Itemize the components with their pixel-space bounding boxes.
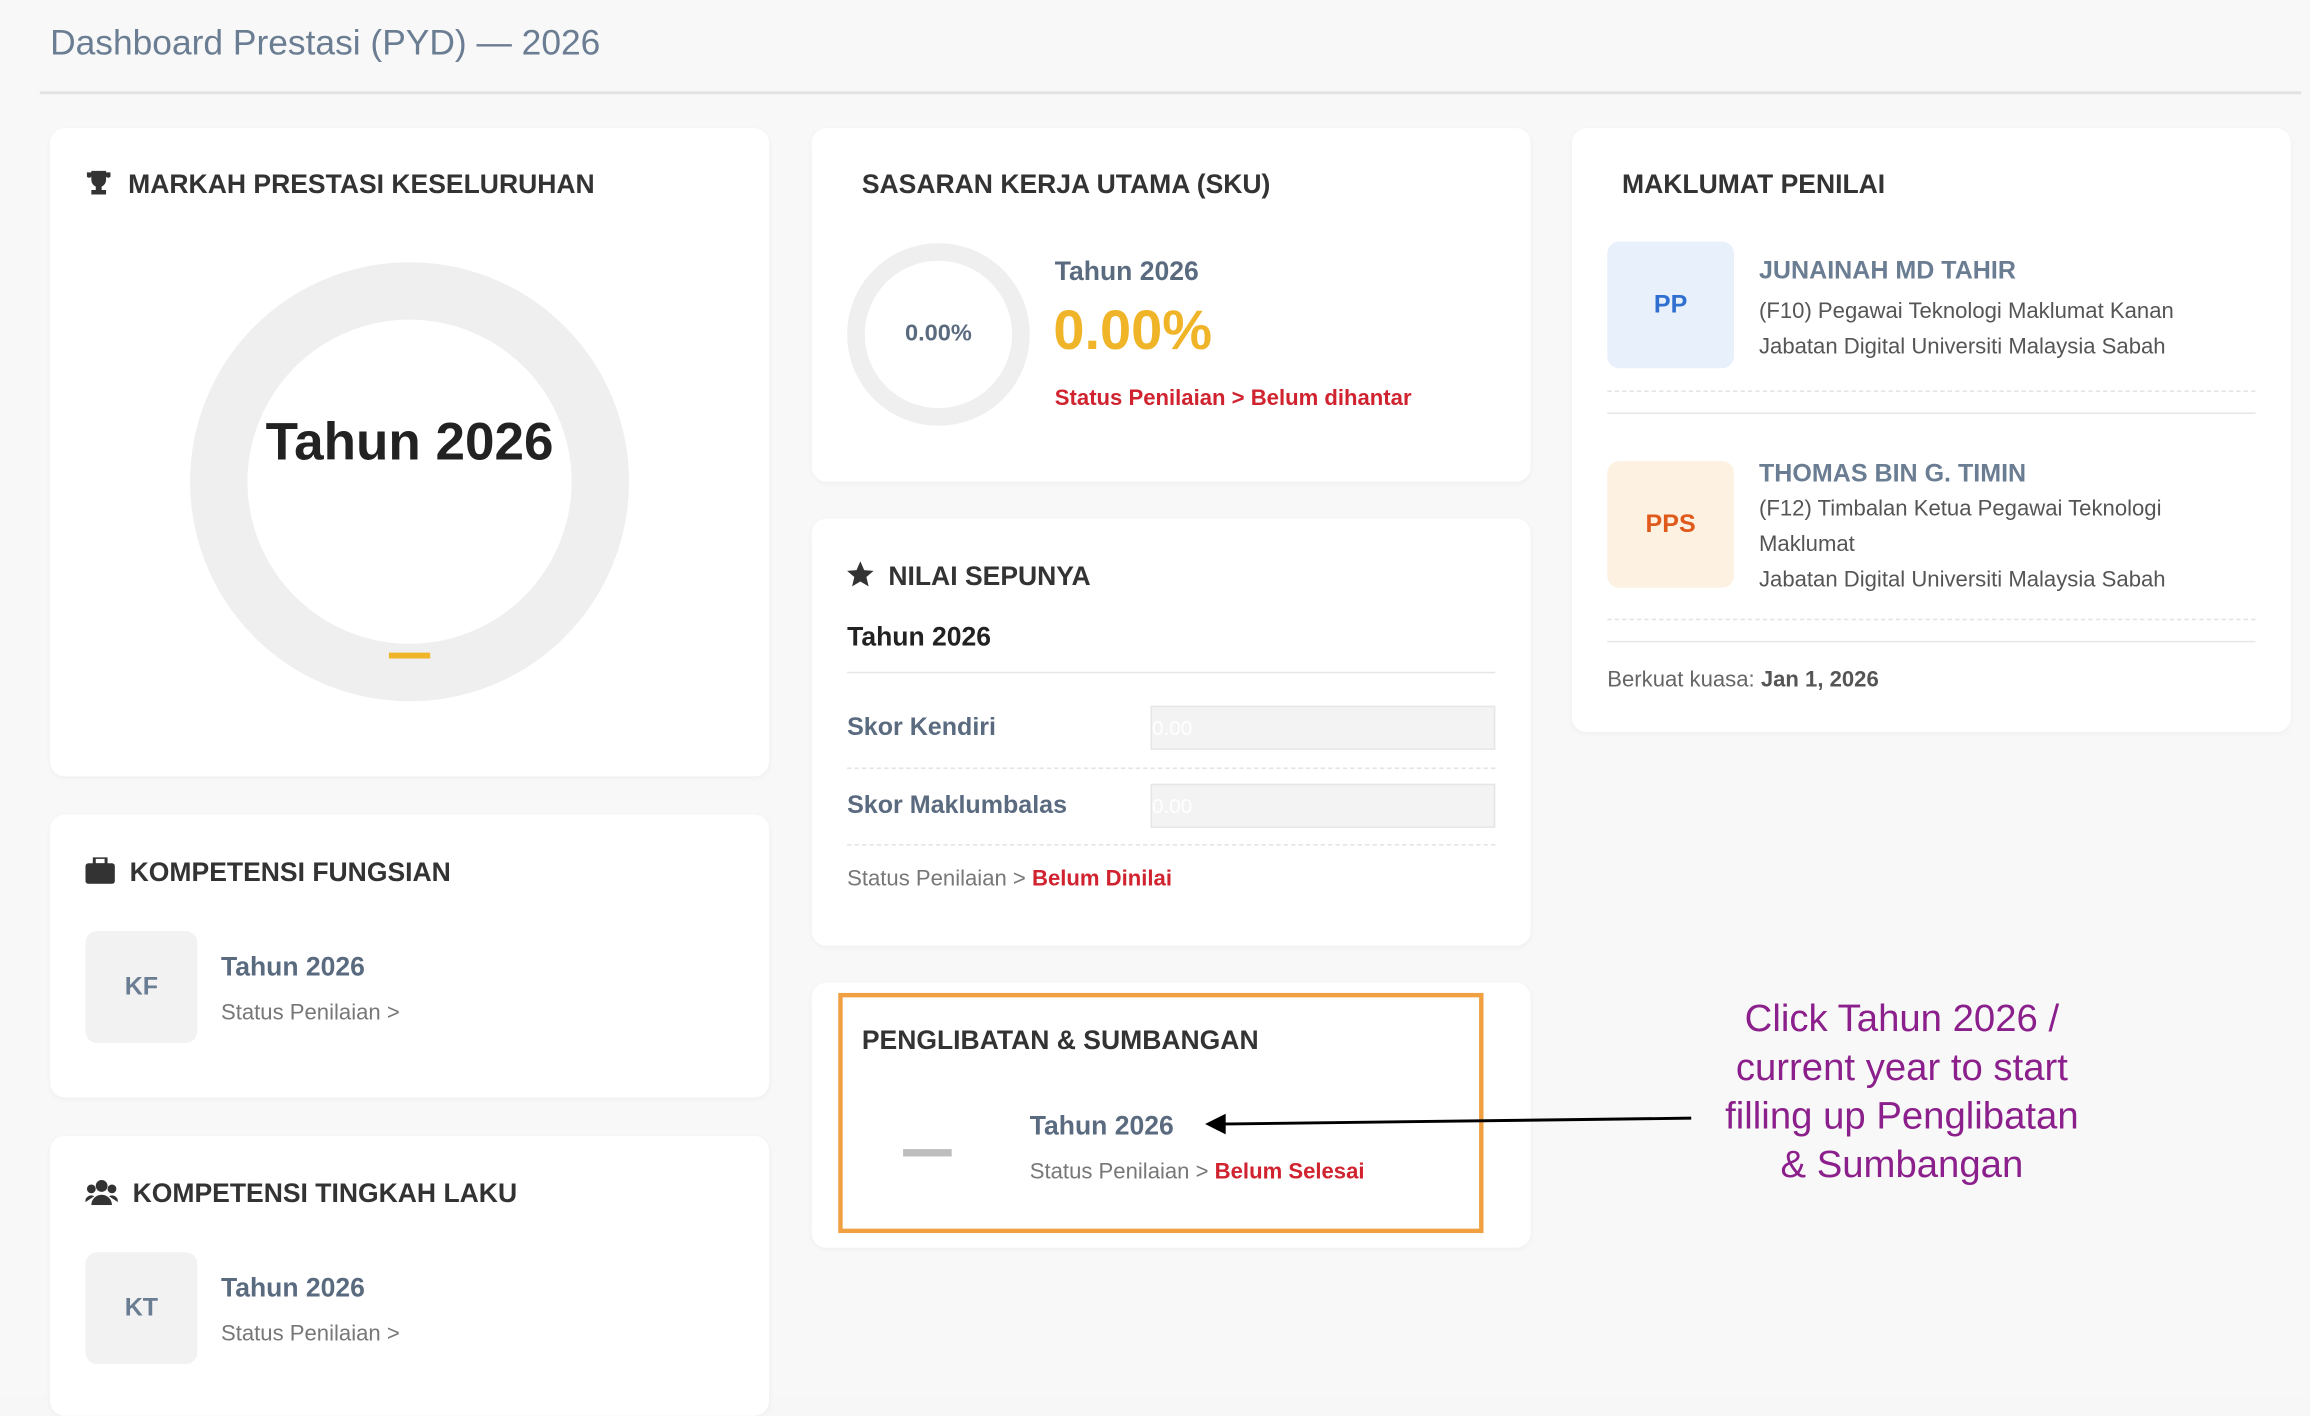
divider <box>1607 390 2256 392</box>
status: Status Penilaian > Belum dihantar <box>1054 385 1412 412</box>
percent: 0.00% <box>1053 300 1213 363</box>
effective-label: Berkuat kuasa: <box>1607 667 1755 693</box>
star-icon <box>847 561 874 587</box>
divider <box>1607 640 2256 643</box>
divider <box>1607 618 2256 621</box>
status-value: Belum Dinilai <box>1031 866 1172 892</box>
field-input[interactable]: 0.00 <box>1150 783 1496 828</box>
donut <box>190 262 630 702</box>
donut <box>847 243 1030 426</box>
effective-date: Jan 1, 2026 <box>1760 667 1879 693</box>
person-position: (F12) Timbalan Ketua Pegawai Teknologi M… <box>1759 496 2162 557</box>
nilai-card: NILAI SEPUNYA Tahun 2026 Skor Kendiri 0.… <box>811 518 1531 946</box>
year: Tahun 2026 <box>265 411 554 472</box>
card-title: KOMPETENSI TINGKAH LAKU <box>132 1178 518 1209</box>
person-department: Jabatan Digital Universiti Malaysia Saba… <box>1759 567 2166 593</box>
kf-card: KOMPETENSI FUNGSIAN KF Tahun 2026 Status… <box>50 814 770 1098</box>
divider <box>1607 412 2256 414</box>
divider <box>847 767 1496 770</box>
sku-card: SASARAN KERJA UTAMA (SKU) 0.00% Tahun 20… <box>811 128 1531 482</box>
year-link[interactable]: Tahun 2026 <box>1054 256 1199 286</box>
status: Status Penilaian > <box>220 1000 400 1026</box>
card-title: MARKAH PRESTASI KESELURUHAN <box>128 169 595 199</box>
card-title: SASARAN KERJA UTAMA (SKU) <box>861 169 1271 199</box>
trophy-icon <box>86 170 111 195</box>
divider <box>847 844 1496 846</box>
status-label: Status Penilaian > <box>847 866 1026 892</box>
field-label: Skor Kendiri <box>847 713 997 742</box>
badge: KT <box>85 1252 198 1365</box>
status: Status Penilaian > Belum Dinilai <box>847 866 1172 891</box>
year-link[interactable]: Tahun 2026 <box>220 1272 365 1303</box>
card-title: PENGLIBATAN & SUMBANGAN <box>861 1025 1259 1055</box>
badge: KF <box>85 931 198 1044</box>
penilai-card: MAKLUMAT PENILAI PP JUNAINAH MD TAHIR (F… <box>1571 128 2291 733</box>
status: Status Penilaian > <box>220 1321 400 1347</box>
score-dash <box>903 1149 952 1157</box>
person-name: THOMAS BIN G. TIMIN <box>1759 459 2027 488</box>
effective: Berkuat kuasa: Jan 1, 2026 <box>1607 667 1879 692</box>
status-label: Status Penilaian > <box>1029 1159 1209 1185</box>
divider <box>847 671 1496 674</box>
page-title: Dashboard Prestasi (PYD) — 2026 <box>50 23 601 64</box>
year-link[interactable]: Tahun 2026 <box>220 951 365 982</box>
kt-card: KOMPETENSI TINGKAH LAKU KT Tahun 2026 St… <box>50 1135 770 1416</box>
person-position: (F10) Pegawai Teknologi Maklumat Kanan <box>1759 299 2174 325</box>
card-title: KOMPETENSI FUNGSIAN <box>129 857 451 887</box>
annotation-arrow <box>1205 1113 1692 1135</box>
badge: PPS <box>1607 461 1734 588</box>
annotation: Click Tahun 2026 / current year to start… <box>1725 995 2079 1186</box>
card-title: MAKLUMAT PENILAI <box>1621 169 1886 199</box>
divider <box>39 91 2302 95</box>
year-link[interactable]: Tahun 2026 <box>1029 1110 1174 1141</box>
penglibatan-card: PENGLIBATAN & SUMBANGAN Tahun 2026 Statu… <box>811 982 1531 1248</box>
person-name: JUNAINAH MD TAHIR <box>1759 256 2016 285</box>
highlight-box <box>838 992 1484 1234</box>
briefcase-icon <box>85 857 115 884</box>
field-label: Skor Maklumbalas <box>847 791 1068 820</box>
users-icon <box>85 1180 118 1206</box>
markah-card: MARKAH PRESTASI KESELURUHAN Tahun 2026 <box>50 128 770 777</box>
card-title: NILAI SEPUNYA <box>888 561 1091 591</box>
status-value: Belum Selesai <box>1214 1159 1365 1185</box>
status: Status Penilaian > Belum Selesai <box>1030 1159 1365 1184</box>
badge: PP <box>1607 241 1734 369</box>
donut-label: 0.00% <box>905 321 972 347</box>
field-input[interactable]: 0.00 <box>1150 705 1496 750</box>
year: Tahun 2026 <box>847 621 992 652</box>
person-department: Jabatan Digital Universiti Malaysia Saba… <box>1759 334 2166 360</box>
